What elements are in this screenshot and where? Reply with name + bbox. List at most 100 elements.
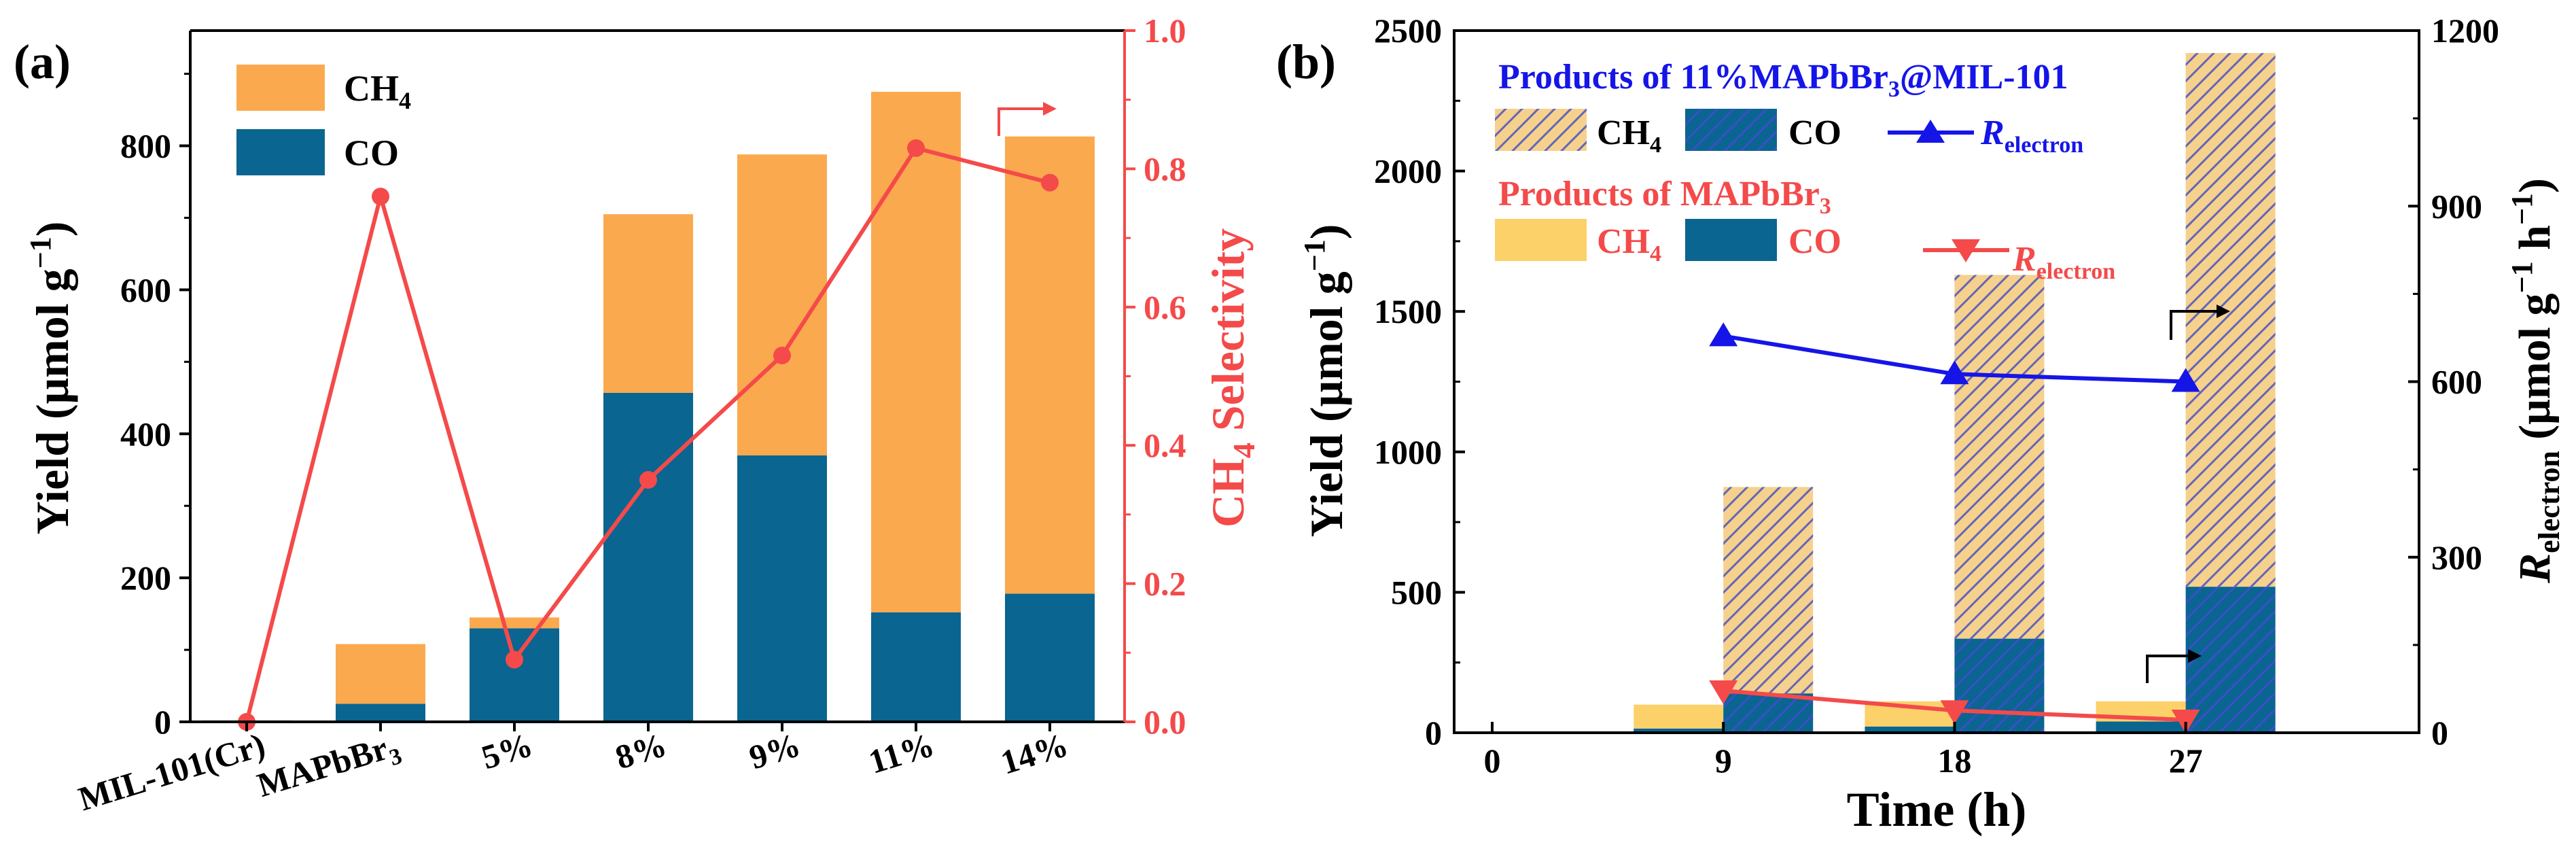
panel-b-x-ticks: 0 9 18 27 (1484, 722, 2203, 780)
bar-composite-co-18h (1954, 638, 2045, 733)
right-tick-label-1200: 1200 (2431, 12, 2499, 50)
relectron-composite-point-27h (2171, 368, 2200, 392)
left-tick-label-0: 0 (1425, 714, 1442, 752)
right-tick-label-900: 900 (2431, 187, 2482, 225)
x-tick-label-11%: 11% (864, 725, 938, 781)
panel-a-right-ticks: 0.0 0.2 0.4 0.6 0.8 1.0 (1125, 12, 1186, 741)
x-tick-label-14%: 14% (996, 725, 1072, 782)
panel-a-selectivity-line (238, 139, 1059, 731)
x-tick-label-9%: 9% (745, 725, 805, 776)
bar-co-11% (871, 612, 961, 722)
bar-composite-ch4-18h (1954, 275, 2045, 639)
panel-b-legend: Products of 11%MAPbBr3@MIL-101 CH4 CO Re… (1495, 58, 2115, 284)
right-tick-label-0.2: 0.2 (1144, 565, 1186, 603)
selectivity-point-8% (639, 471, 657, 489)
bar-co-8% (603, 392, 693, 722)
panel-b-right-ticks: 0 300 600 900 1200 (2408, 12, 2499, 752)
left-tick-label-1000: 1000 (1374, 433, 1442, 471)
legend-ch4-solid-swatch (1495, 219, 1587, 261)
panel-a: (a) 0 200 400 600 800 0.0 0.2 0.4 0.6 0.8 1.0 MIL… (14, 12, 1261, 818)
left-tick-label-800: 800 (120, 127, 171, 165)
bar-ch4-11% (871, 92, 961, 612)
legend-co-swatch (236, 129, 325, 175)
bar-ch4-8% (603, 214, 693, 393)
selectivity-point-9% (773, 346, 791, 364)
x-tick-label-9: 9 (1715, 742, 1732, 780)
panel-a-legend: CH4 CO (236, 65, 411, 175)
x-tick-label-0: 0 (1484, 742, 1501, 780)
x-tick-label-sub: 3 (387, 744, 405, 771)
relectron-mapbbr3-point-18h (1940, 700, 1969, 725)
selectivity-point-5% (506, 650, 523, 669)
bar-mapbbr3-co-9h (1634, 728, 1724, 733)
legend-relectron-blue-label: Relectron (1980, 114, 2083, 158)
bar-co-14% (1005, 593, 1095, 722)
panel-b-arrow-upper (2170, 310, 2217, 340)
bar-composite-ch4-9h (1723, 487, 1814, 694)
panel-a-right-axis-arrow (998, 107, 1043, 136)
panel-b-left-ticks: 0 500 1000 1500 2000 2500 (1374, 12, 1465, 752)
left-tick-label-2500: 2500 (1374, 12, 1442, 50)
legend-co-solid-label: CO (1788, 222, 1841, 261)
x-tick-label-18: 18 (1937, 742, 1971, 780)
legend-ch4-swatch (236, 65, 325, 111)
panel-b-lines (1709, 322, 2200, 734)
selectivity-point-MAPbBr3 (372, 188, 389, 206)
bar-composite-co-27h (2185, 587, 2276, 733)
bar-ch4-9% (737, 154, 827, 456)
left-tick-label-2000: 2000 (1374, 152, 1442, 190)
bar-co-9% (737, 455, 827, 722)
panel-a-right-axis-arrowhead (1043, 102, 1057, 116)
left-tick-label-1500: 1500 (1374, 292, 1442, 330)
x-tick-label-main: 8% (611, 725, 671, 776)
right-tick-label-600: 600 (2431, 363, 2482, 401)
bar-composite-co-9h (1723, 693, 1814, 733)
relectron-mapbbr3-point-9h (1709, 680, 1738, 705)
x-tick-label-main: 5% (477, 725, 537, 776)
x-tick-label-main: 11% (864, 725, 938, 781)
left-tick-label-0: 0 (154, 703, 171, 741)
right-tick-label-0: 0 (2431, 714, 2448, 752)
legend-ch4-solid-label: CH4 (1597, 222, 1661, 266)
legend-ch4-label: CH4 (344, 68, 411, 114)
bar-mapbbr3-co-18h (1865, 726, 1955, 733)
bar-ch4-MAPbBr3 (336, 644, 425, 704)
bar-ch4-5% (470, 617, 559, 629)
bar-mapbbr3-co-27h (2096, 721, 2186, 733)
panel-b-arrow-upper-head (2217, 305, 2230, 318)
panel-a-bars (202, 92, 1095, 722)
right-tick-label-1.0: 1.0 (1144, 12, 1186, 50)
legend-ch4-hatched-swatch (1495, 109, 1587, 151)
legend-co-label: CO (344, 133, 399, 173)
left-tick-label-600: 600 (120, 271, 171, 309)
x-tick-label-main: 14% (996, 725, 1072, 782)
right-tick-label-0.4: 0.4 (1144, 426, 1186, 464)
left-tick-label-400: 400 (120, 415, 171, 453)
selectivity-point-14% (1041, 173, 1059, 192)
bar-co-5% (470, 628, 559, 722)
left-tick-label-500: 500 (1391, 573, 1442, 611)
bar-co-MAPbBr3 (336, 704, 425, 722)
panel-a-left-ticks: 0 200 400 600 800 (120, 73, 190, 741)
bar-composite-ch4-27h (2185, 53, 2276, 587)
panel-b-xlabel: Time (h) (1847, 782, 2027, 837)
right-tick-label-0.6: 0.6 (1144, 288, 1186, 326)
legend-group1-title: Products of 11%MAPbBr3@MIL-101 (1498, 58, 2068, 102)
legend-co-hatched-swatch (1685, 109, 1777, 151)
panel-a-x-ticks: MIL-101(Cr)MAPbBr3 5% 8% 9% 11% 14% (74, 722, 1072, 818)
panel-a-label: (a) (14, 35, 71, 89)
bar-mapbbr3-ch4-9h (1634, 704, 1724, 729)
selectivity-point-11% (907, 139, 925, 157)
panel-a-ylabel-right: CH4 Selectivity (1202, 228, 1261, 527)
x-tick-label-8%: 8% (611, 725, 671, 776)
legend-co-solid-swatch (1685, 219, 1777, 261)
relectron-mapbbr3-point-27h (2171, 710, 2200, 734)
panel-a-ylabel-left: Yield (μmol g−1) (24, 222, 78, 535)
x-tick-label-MIL-101(Cr): MIL-101(Cr) (74, 725, 269, 818)
relectron-composite-point-18h (1940, 360, 1969, 385)
legend-ch4-hatched-label: CH4 (1597, 114, 1661, 158)
x-tick-label-main: MIL-101(Cr) (74, 725, 269, 818)
panel-b-arrow-lower (2146, 655, 2188, 683)
